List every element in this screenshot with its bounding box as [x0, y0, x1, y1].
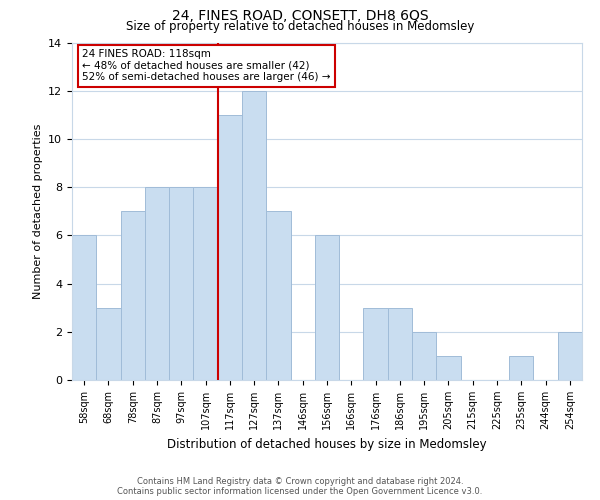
Bar [412, 332, 436, 380]
Bar [242, 90, 266, 380]
Bar [509, 356, 533, 380]
Bar [558, 332, 582, 380]
Bar [96, 308, 121, 380]
Bar [315, 236, 339, 380]
Text: 24 FINES ROAD: 118sqm
← 48% of detached houses are smaller (42)
52% of semi-deta: 24 FINES ROAD: 118sqm ← 48% of detached … [82, 50, 331, 82]
Bar [218, 115, 242, 380]
Text: 24, FINES ROAD, CONSETT, DH8 6QS: 24, FINES ROAD, CONSETT, DH8 6QS [172, 9, 428, 23]
Bar [388, 308, 412, 380]
Bar [436, 356, 461, 380]
Bar [193, 187, 218, 380]
X-axis label: Distribution of detached houses by size in Medomsley: Distribution of detached houses by size … [167, 438, 487, 450]
Text: Contains HM Land Registry data © Crown copyright and database right 2024.
Contai: Contains HM Land Registry data © Crown c… [118, 476, 482, 496]
Bar [364, 308, 388, 380]
Text: Size of property relative to detached houses in Medomsley: Size of property relative to detached ho… [126, 20, 474, 33]
Bar [169, 187, 193, 380]
Bar [121, 211, 145, 380]
Bar [266, 211, 290, 380]
Bar [145, 187, 169, 380]
Y-axis label: Number of detached properties: Number of detached properties [32, 124, 43, 299]
Bar [72, 236, 96, 380]
